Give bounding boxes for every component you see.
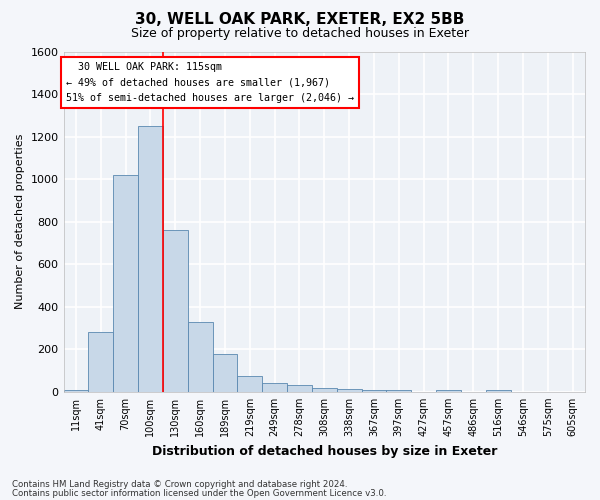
Bar	[312, 388, 337, 392]
Text: Contains public sector information licensed under the Open Government Licence v3: Contains public sector information licen…	[12, 489, 386, 498]
Text: 30, WELL OAK PARK, EXETER, EX2 5BB: 30, WELL OAK PARK, EXETER, EX2 5BB	[136, 12, 464, 28]
Bar	[138, 126, 163, 392]
Bar	[64, 390, 88, 392]
Bar	[163, 230, 188, 392]
Bar	[436, 390, 461, 392]
Bar	[238, 376, 262, 392]
Bar	[88, 332, 113, 392]
Bar	[262, 384, 287, 392]
Bar	[362, 390, 386, 392]
Bar	[113, 175, 138, 392]
Bar	[337, 388, 362, 392]
Text: Contains HM Land Registry data © Crown copyright and database right 2024.: Contains HM Land Registry data © Crown c…	[12, 480, 347, 489]
Bar	[188, 322, 212, 392]
Text: Size of property relative to detached houses in Exeter: Size of property relative to detached ho…	[131, 28, 469, 40]
Bar	[287, 386, 312, 392]
X-axis label: Distribution of detached houses by size in Exeter: Distribution of detached houses by size …	[152, 444, 497, 458]
Bar	[386, 390, 411, 392]
Text: 30 WELL OAK PARK: 115sqm
← 49% of detached houses are smaller (1,967)
51% of sem: 30 WELL OAK PARK: 115sqm ← 49% of detach…	[66, 62, 354, 103]
Bar	[212, 354, 238, 392]
Bar	[485, 390, 511, 392]
Y-axis label: Number of detached properties: Number of detached properties	[15, 134, 25, 310]
